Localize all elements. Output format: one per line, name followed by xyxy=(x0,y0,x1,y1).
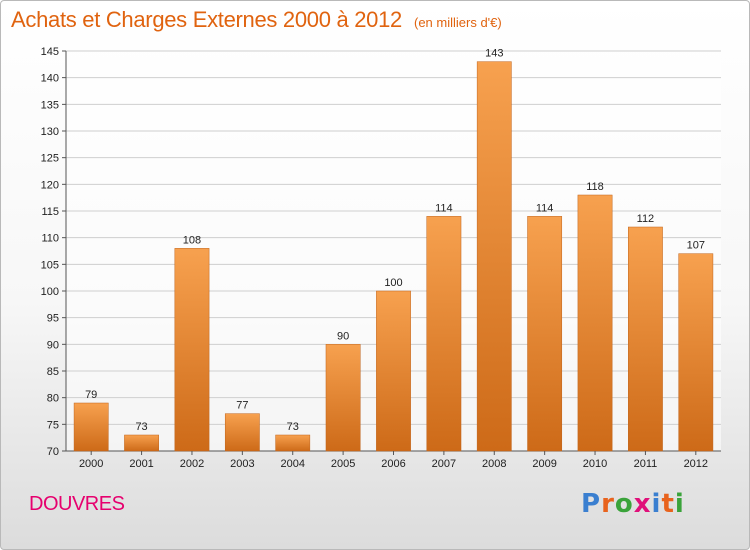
logo-letter: i xyxy=(651,489,662,519)
x-tick-label: 2009 xyxy=(532,458,556,470)
bar-value-label: 100 xyxy=(384,277,402,289)
bar xyxy=(124,434,159,452)
x-tick-label: 2006 xyxy=(381,458,405,470)
y-tick-label: 125 xyxy=(41,153,59,165)
y-tick-label: 85 xyxy=(47,366,59,378)
bar xyxy=(325,344,361,452)
logo-letter: i xyxy=(674,489,685,519)
logo-letter: P xyxy=(581,489,602,519)
y-tick-label: 140 xyxy=(41,73,59,85)
chart-title: Achats et Charges Externes 2000 à 2012 xyxy=(11,7,402,32)
bar xyxy=(376,290,411,452)
logo-letter: r xyxy=(601,489,615,519)
bar-value-label: 107 xyxy=(687,240,705,252)
x-tick-label: 2000 xyxy=(79,458,103,470)
y-tick-label: 95 xyxy=(47,313,59,325)
bar-value-label: 114 xyxy=(435,202,453,214)
x-tick-label: 2008 xyxy=(482,458,506,470)
y-tick-label: 130 xyxy=(41,126,59,138)
x-tick-label: 2007 xyxy=(432,458,456,470)
bar xyxy=(426,216,462,452)
y-tick-label: 80 xyxy=(47,393,59,405)
y-tick-label: 135 xyxy=(41,99,59,111)
bar xyxy=(577,194,613,452)
bar xyxy=(476,61,512,452)
bar xyxy=(73,402,109,452)
place-name: DOUVRES xyxy=(29,493,125,515)
x-tick-label: 2005 xyxy=(331,458,355,470)
bar xyxy=(628,226,663,452)
bar-value-label: 112 xyxy=(637,213,655,225)
bar-value-label: 108 xyxy=(183,234,201,246)
bar-value-label: 90 xyxy=(337,330,349,342)
x-tick-label: 2002 xyxy=(180,458,204,470)
y-tick-label: 115 xyxy=(41,206,59,218)
y-tick-label: 145 xyxy=(41,46,59,58)
bar-value-label: 77 xyxy=(236,400,248,412)
bar-value-label: 73 xyxy=(287,421,299,433)
y-tick-label: 120 xyxy=(41,179,59,191)
bar-value-label: 73 xyxy=(135,421,147,433)
logo-letter: x xyxy=(633,489,652,519)
bar xyxy=(678,253,714,452)
y-tick-label: 105 xyxy=(41,259,59,271)
y-tick-label: 75 xyxy=(47,419,59,431)
x-tick-label: 2011 xyxy=(634,458,658,470)
x-tick-label: 2003 xyxy=(230,458,254,470)
bar xyxy=(275,434,311,452)
bar xyxy=(224,413,260,452)
x-tick-label: 2012 xyxy=(684,458,708,470)
y-tick-label: 110 xyxy=(41,233,59,245)
x-tick-label: 2001 xyxy=(129,458,153,470)
logo-letter: o xyxy=(614,489,634,519)
bar xyxy=(527,216,563,452)
bar-value-label: 143 xyxy=(485,48,503,60)
bar-value-label: 114 xyxy=(536,202,554,214)
proxiti-logo: Proxiti xyxy=(581,489,685,519)
x-tick-label: 2004 xyxy=(280,458,304,470)
bar xyxy=(174,248,210,452)
y-tick-label: 70 xyxy=(47,446,59,458)
chart-unit: (en milliers d'€) xyxy=(413,15,502,30)
y-tick-label: 100 xyxy=(41,286,59,298)
y-tick-label: 90 xyxy=(47,339,59,351)
x-tick-label: 2010 xyxy=(583,458,607,470)
bar-value-label: 118 xyxy=(586,181,604,193)
bar-value-label: 79 xyxy=(85,389,97,401)
logo-letter: t xyxy=(661,489,675,519)
title-row: Achats et Charges Externes 2000 à 2012 (e… xyxy=(11,7,502,33)
